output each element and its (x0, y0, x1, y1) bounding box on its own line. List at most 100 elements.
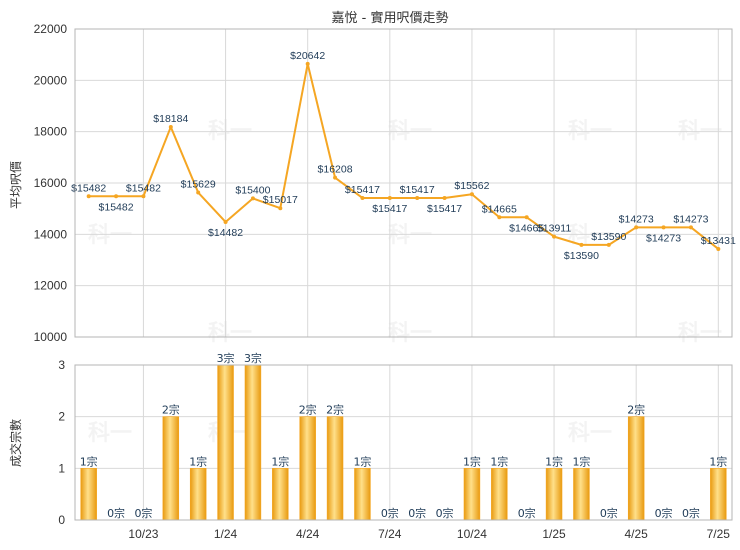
watermark-text: 科一 (568, 421, 612, 446)
x-tick-label: 4/24 (296, 527, 320, 541)
volume-bar (217, 364, 234, 521)
price-point-label: $20642 (290, 50, 325, 62)
price-point-label: $15417 (427, 203, 462, 215)
x-tick-label: 10/23 (128, 527, 158, 541)
price-tick-label: 16000 (34, 176, 68, 190)
volume-bar-label: 0宗 (682, 506, 700, 520)
price-point-label: $14273 (646, 232, 681, 244)
volume-axis-label: 成交宗數 (8, 419, 23, 467)
volume-bar (299, 416, 316, 521)
price-point (469, 192, 474, 197)
watermark-text: 科一 (208, 321, 252, 346)
watermark-text: 科一 (88, 223, 132, 248)
volume-bar-label: 1宗 (353, 454, 371, 468)
price-grid: 10000 12000 14000 16000 18000 20000 22000 (34, 22, 732, 344)
price-point (168, 124, 173, 129)
volume-bar (710, 468, 727, 521)
volume-bar (463, 468, 481, 521)
price-point-label: $15629 (181, 179, 216, 191)
volume-bar-label: 0宗 (655, 506, 673, 520)
volume-bar-label: 1宗 (572, 454, 590, 468)
price-point (305, 61, 310, 66)
volume-bar-label: 1宗 (463, 454, 481, 468)
volume-bar-label: 0宗 (134, 506, 152, 520)
price-point (196, 190, 201, 195)
x-tick-label: 1/24 (214, 527, 238, 541)
volume-bar (354, 468, 371, 521)
price-point-label: $14665 (509, 222, 544, 234)
volume-bar-label: 1宗 (545, 454, 563, 468)
price-point-label: $13590 (564, 250, 599, 262)
price-point (606, 242, 611, 247)
volume-bar (326, 416, 344, 521)
price-tick-label: 12000 (34, 279, 68, 293)
price-point-label: $14665 (482, 203, 517, 215)
price-point-label: $13431 (701, 235, 736, 247)
price-point (333, 175, 338, 180)
volume-bar-label: 2宗 (627, 403, 645, 417)
price-point (524, 215, 529, 220)
price-point (497, 215, 502, 220)
volume-tick-label: 0 (58, 513, 65, 527)
volume-bar (80, 468, 97, 521)
volume-bar-label: 0宗 (600, 506, 618, 520)
x-tick-label: 1/25 (542, 527, 566, 541)
volume-bar-label: 2宗 (299, 403, 317, 417)
volume-bar-label: 0宗 (436, 506, 454, 520)
volume-bar-label: 0宗 (518, 506, 536, 520)
volume-bar-label: 2宗 (162, 403, 180, 417)
price-point-label: $15482 (99, 201, 134, 213)
price-point (360, 195, 365, 200)
axes: 10/23 1/24 4/24 7/24 10/24 1/25 4/25 7/25 (74, 28, 733, 541)
x-tick-label: 7/24 (378, 527, 402, 541)
price-line (86, 61, 721, 251)
x-tick-label: 4/25 (625, 527, 649, 541)
volume-plot-frame (74, 364, 733, 521)
price-point-label: $13911 (537, 223, 571, 235)
volume-bar-label: 0宗 (107, 506, 125, 520)
price-point-label: $15417 (400, 184, 435, 196)
price-tick-label: 20000 (34, 73, 68, 87)
price-point-label: $13590 (591, 231, 626, 243)
price-point (86, 194, 91, 199)
volume-bar (491, 468, 508, 521)
volume-bar-label: 3宗 (217, 351, 235, 365)
price-point (141, 194, 146, 199)
x-tick-label: 10/24 (457, 527, 487, 541)
volume-bar (627, 416, 645, 521)
price-point (223, 219, 228, 224)
volume-bar-label: 1宗 (490, 454, 508, 468)
watermark-text: 科一 (88, 421, 132, 446)
volume-tick-label: 3 (58, 358, 65, 372)
watermark-text: 科一 (388, 223, 432, 248)
price-point (634, 225, 639, 230)
volume-bar-label: 0宗 (381, 506, 399, 520)
price-point-label: $14482 (208, 227, 243, 239)
price-tick-label: 18000 (34, 125, 68, 139)
volume-bar-label: 1宗 (271, 454, 289, 468)
price-point (661, 225, 666, 230)
volume-bar (244, 364, 262, 521)
volume-tick-label: 1 (58, 461, 65, 475)
price-point (114, 194, 119, 199)
volume-bar-label: 1宗 (709, 454, 727, 468)
price-point (278, 206, 283, 211)
volume-bar (162, 416, 180, 521)
price-tick-label: 22000 (34, 22, 68, 36)
price-point-label: $15017 (263, 194, 298, 206)
price-point-label: $14273 (619, 213, 654, 225)
watermark-text: 科一 (388, 321, 432, 346)
volume-bar-label: 3宗 (244, 351, 262, 365)
volume-bar (545, 468, 563, 521)
volume-bars: 1宗 0宗 0宗 2宗 1宗 3宗 3宗 1宗 2宗 2宗 1宗 0宗 0宗 0宗 1宗 1宗 0宗 1宗 1宗 0宗… (80, 351, 727, 521)
price-labels: $15482 $15482 $15482 $18184 $15629 $14482 $154… (71, 50, 736, 262)
price-point-label: $15482 (71, 182, 106, 194)
volume-tick-label: 2 (58, 410, 65, 424)
price-point-label: $16208 (318, 164, 353, 176)
price-point (716, 246, 721, 251)
volume-bar-label: 1宗 (189, 454, 207, 468)
price-point (579, 242, 584, 247)
price-point (415, 195, 420, 200)
watermark-text: 科一 (678, 321, 722, 346)
